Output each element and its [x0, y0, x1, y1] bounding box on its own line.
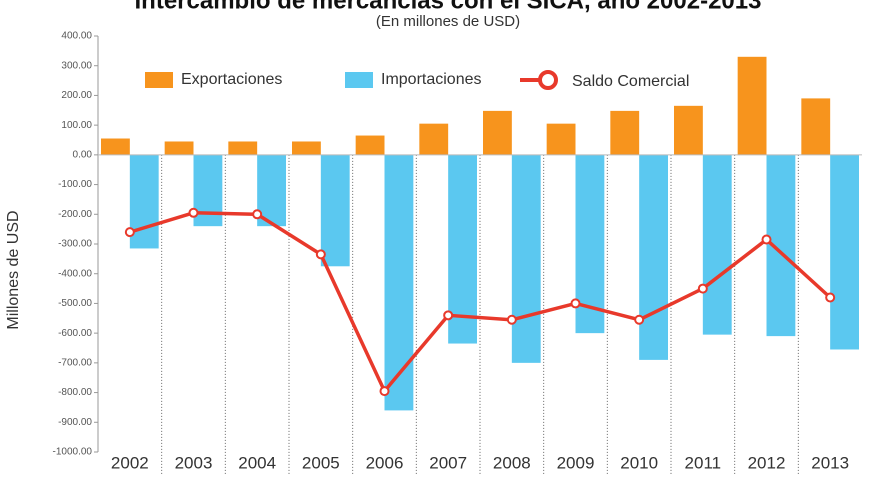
- line-marker: [506, 314, 517, 325]
- line-marker: [124, 227, 135, 238]
- x-tick-label: 2007: [429, 453, 467, 472]
- x-tick-label: 2008: [493, 453, 531, 472]
- line-marker: [443, 310, 454, 321]
- legend-label: Exportaciones: [181, 71, 282, 88]
- x-tick-label: 2009: [557, 453, 595, 472]
- bar: [801, 98, 831, 155]
- line-marker: [697, 283, 708, 294]
- x-tick-label: 2012: [748, 453, 786, 472]
- bar: [228, 141, 258, 155]
- line: [129, 211, 832, 393]
- bar: [355, 135, 385, 155]
- x-tick-label: 2006: [366, 453, 404, 472]
- bar: [610, 110, 640, 155]
- bar: [292, 141, 321, 155]
- y-tick-label: 400.00: [61, 31, 92, 42]
- legend-swatch: [345, 72, 373, 88]
- bar: [830, 154, 859, 350]
- legend-marker: [538, 70, 558, 90]
- bar: [101, 138, 130, 155]
- line-marker: [252, 209, 263, 220]
- x-tick-label: 2013: [811, 453, 849, 472]
- bar: [674, 105, 703, 155]
- y-tick-label: 0.00: [73, 149, 93, 160]
- x-tick-label: 2004: [238, 453, 276, 472]
- bar: [483, 110, 512, 155]
- x-tick-label: 2005: [302, 453, 340, 472]
- bar: [511, 154, 541, 363]
- bar: [639, 154, 668, 360]
- line-marker: [761, 234, 772, 245]
- bar: [737, 56, 767, 155]
- legend-label: Importaciones: [381, 71, 482, 88]
- line-marker: [570, 298, 581, 309]
- chart-title: Intercambio de mercancías con el SICA, a…: [135, 0, 762, 14]
- y-tick-label: -700.00: [58, 357, 92, 368]
- y-tick-label: -200.00: [58, 209, 92, 220]
- y-tick-label: 100.00: [61, 120, 92, 131]
- x-tick-label: 2002: [111, 453, 149, 472]
- line-marker: [379, 386, 390, 397]
- x-tick-label: 2003: [175, 453, 213, 472]
- line-marker: [188, 207, 199, 218]
- bar: [193, 154, 223, 227]
- bar: [164, 141, 194, 155]
- line-marker: [634, 314, 645, 325]
- y-tick-label: -1000.00: [53, 447, 93, 458]
- line-marker: [825, 292, 836, 303]
- y-axis-label: Millones de USD: [5, 210, 22, 329]
- bar: [419, 123, 449, 155]
- y-tick-label: 300.00: [61, 60, 92, 71]
- bar: [384, 154, 414, 411]
- line-marker: [315, 249, 326, 260]
- y-tick-label: -400.00: [58, 268, 92, 279]
- y-tick-label: -300.00: [58, 239, 92, 250]
- y-tick-label: -500.00: [58, 298, 92, 309]
- y-tick-label: 200.00: [61, 90, 92, 101]
- legend-label: Saldo Comercial: [572, 73, 689, 90]
- bar: [448, 154, 477, 344]
- y-tick-label: -800.00: [58, 387, 92, 398]
- x-tick-label: 2011: [685, 453, 722, 472]
- bar: [546, 123, 576, 155]
- y-tick-label: -100.00: [58, 179, 92, 190]
- legend-swatch: [145, 72, 173, 88]
- x-tick-label: 2010: [620, 453, 658, 472]
- y-tick-label: -900.00: [58, 417, 92, 428]
- y-tick-label: -600.00: [58, 328, 92, 339]
- bar: [702, 154, 732, 335]
- chart-subtitle: (En millones de USD): [376, 13, 520, 30]
- bar: [320, 154, 350, 267]
